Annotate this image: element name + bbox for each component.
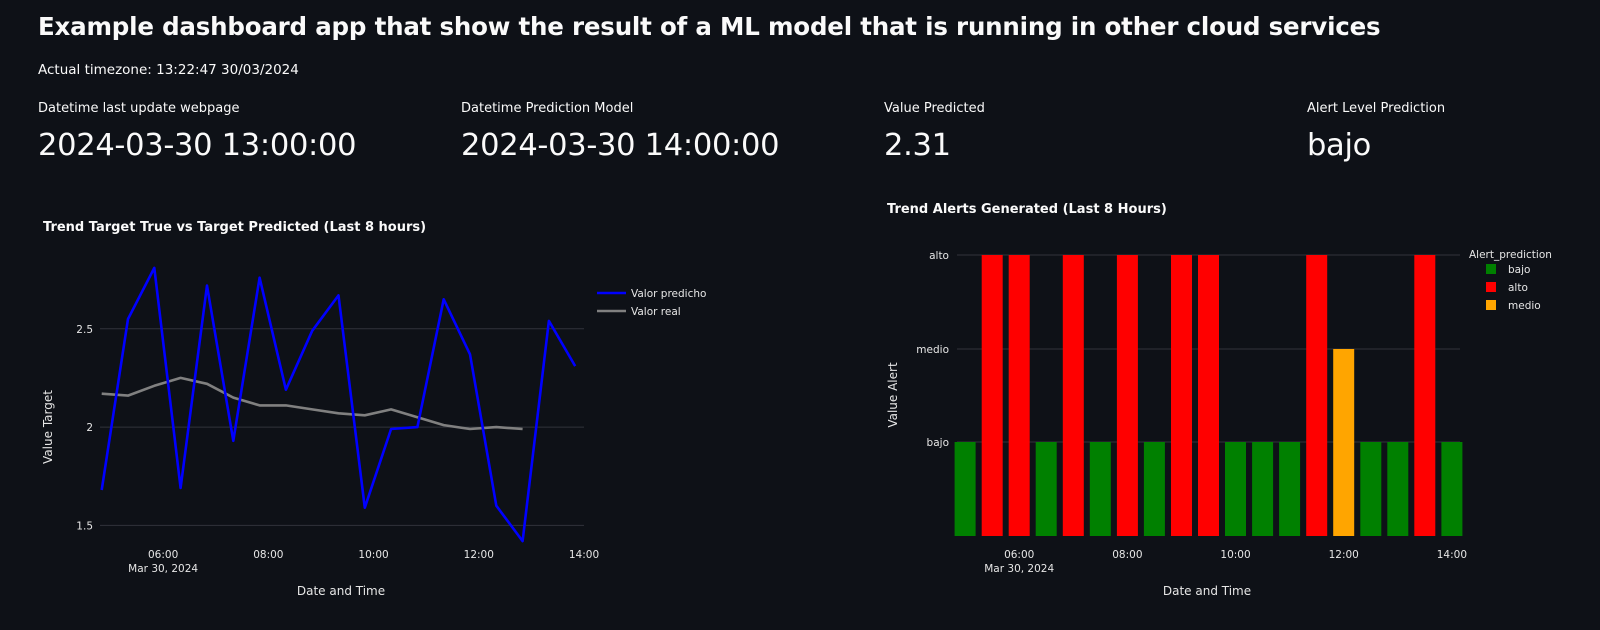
legend[interactable]: Alert_prediction bajo alto medio [1469, 249, 1552, 312]
x-axis-label: Date and Time [297, 584, 385, 598]
bar-alto[interactable] [1198, 255, 1219, 536]
bar-bajo[interactable] [1441, 442, 1463, 536]
x-tick-label: 14:00 [1437, 549, 1467, 561]
metric-label: Datetime last update webpage [38, 101, 240, 116]
legend-label: Valor real [631, 306, 681, 318]
metric-label: Value Predicted [884, 101, 985, 116]
x-axis-label: Date and Time [1163, 584, 1251, 598]
y-axis-label: Value Target [41, 390, 55, 464]
page-title: Example dashboard app that show the resu… [38, 12, 1381, 41]
bar-alto[interactable] [1171, 255, 1192, 536]
x-tick-label: 14:00 [569, 549, 599, 561]
metric-value: 2024-03-30 13:00:00 [38, 128, 357, 163]
metric-value-predicted: Value Predicted 2.31 [884, 101, 985, 163]
x-tick-label: 06:00 [1004, 549, 1034, 561]
bar-bajo[interactable] [1035, 442, 1057, 536]
y-axis-label: Value Alert [886, 362, 900, 428]
legend-title: Alert_prediction [1469, 249, 1552, 261]
metric-value: 2024-03-30 14:00:00 [461, 128, 780, 163]
series-line-valor-real[interactable] [101, 376, 523, 431]
x-tick-label: 10:00 [358, 549, 388, 561]
legend[interactable]: Valor predicho Valor real [597, 288, 706, 318]
y-tick-label: alto [929, 250, 949, 262]
legend-label: bajo [1508, 264, 1530, 276]
y-tick-label: 1.5 [76, 520, 93, 532]
bar-bajo[interactable] [1252, 442, 1274, 536]
bar-alto[interactable] [981, 255, 1003, 536]
alerts-trend-chart[interactable]: Trend Alerts Generated (Last 8 Hours) ba… [800, 190, 1600, 620]
y-tick-label: 2 [86, 422, 93, 434]
bar-alto[interactable] [1306, 255, 1328, 536]
x-tick-label: 08:00 [1112, 549, 1142, 561]
legend-swatch [1486, 300, 1496, 310]
chart-title: Trend Alerts Generated (Last 8 Hours) [887, 202, 1167, 217]
legend-item-medio[interactable]: medio [1486, 300, 1541, 312]
x-tick-label: 06:00 [148, 549, 178, 561]
bar-bajo[interactable] [1089, 442, 1111, 536]
timezone-text: Actual timezone: 13:22:47 30/03/2024 [38, 62, 299, 78]
legend-label: alto [1508, 282, 1528, 294]
metric-value: 2.31 [884, 128, 951, 163]
x-tick-label: 10:00 [1220, 549, 1250, 561]
bar-medio[interactable] [1333, 349, 1355, 536]
x-tick-label: 12:00 [464, 549, 494, 561]
metric-alert-level: Alert Level Prediction bajo [1307, 101, 1445, 163]
series-line-valor-predicho[interactable] [100, 266, 577, 543]
bar-bajo[interactable] [954, 442, 976, 536]
legend-label: Valor predicho [631, 288, 706, 300]
y-tick-label: bajo [927, 437, 949, 449]
legend-item-real[interactable]: Valor real [597, 306, 681, 318]
x-tick-label: 08:00 [253, 549, 283, 561]
bar-bajo[interactable] [1225, 442, 1246, 536]
legend-label: medio [1508, 300, 1541, 312]
x-tick-sublabel: Mar 30, 2024 [984, 563, 1054, 575]
bar-bajo[interactable] [1143, 442, 1165, 536]
bar-bajo[interactable] [1387, 442, 1409, 536]
chart-title: Trend Target True vs Target Predicted (L… [43, 220, 426, 235]
legend-item-alto[interactable]: alto [1486, 282, 1528, 294]
metric-value: bajo [1307, 128, 1371, 163]
metric-label: Alert Level Prediction [1307, 101, 1446, 116]
metric-prediction-datetime: Datetime Prediction Model 2024-03-30 14:… [461, 101, 780, 163]
bar-bajo[interactable] [1360, 442, 1382, 536]
bar-bajo[interactable] [1279, 442, 1301, 536]
metric-label: Datetime Prediction Model [461, 101, 634, 116]
legend-swatch [1486, 282, 1496, 292]
legend-item-predicho[interactable]: Valor predicho [597, 288, 706, 300]
y-tick-label: medio [916, 344, 949, 356]
bar-alto[interactable] [1116, 255, 1138, 536]
x-tick-label: 12:00 [1329, 549, 1359, 561]
bar-alto[interactable] [1008, 255, 1030, 536]
target-trend-chart[interactable]: Trend Target True vs Target Predicted (L… [0, 200, 800, 620]
y-tick-label: 2.5 [76, 324, 93, 336]
bar-alto[interactable] [1414, 255, 1436, 536]
x-tick-sublabel: Mar 30, 2024 [128, 563, 198, 575]
legend-swatch [1486, 264, 1496, 274]
bar-alto[interactable] [1062, 255, 1084, 536]
metric-last-update: Datetime last update webpage 2024-03-30 … [38, 101, 357, 163]
legend-item-bajo[interactable]: bajo [1486, 264, 1530, 276]
